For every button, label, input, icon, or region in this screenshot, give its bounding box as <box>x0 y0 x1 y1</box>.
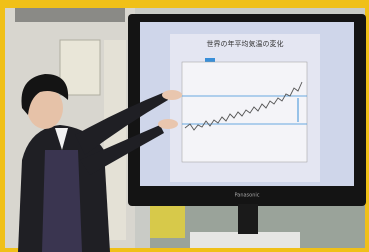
hand <box>158 119 178 129</box>
tv-brand: Panasonic <box>234 193 259 199</box>
hand <box>162 90 182 100</box>
tv-stand <box>238 204 258 234</box>
screen-title: 世界の年平均気温の変化 <box>207 39 284 48</box>
shelf <box>15 8 125 22</box>
photo: 世界の年平均気温の変化 Panasonic <box>0 0 369 252</box>
vest-pattern <box>42 150 82 252</box>
table-items <box>190 232 300 248</box>
